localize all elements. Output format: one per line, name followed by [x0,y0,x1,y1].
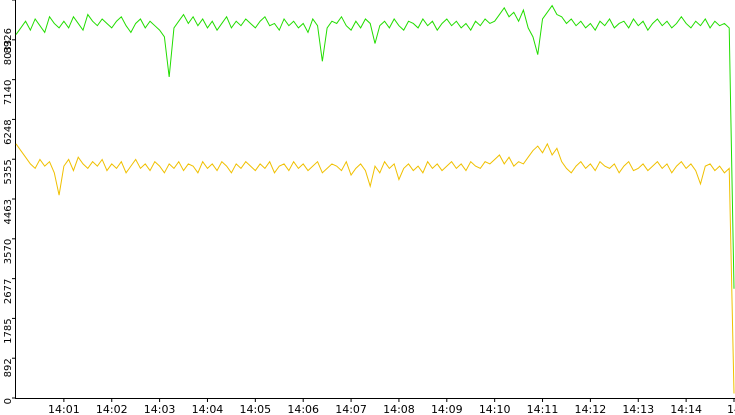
x-tick-label: 14:08 [383,403,415,415]
y-tick-label: 4463 [3,199,14,224]
series-line [15,4,735,289]
x-tick-label: 14:07 [335,403,367,415]
y-tick-label: 892 [3,358,14,377]
y-tick-label: 8033 [3,40,14,65]
y-tick-label: 5355 [3,159,14,184]
x-tick-label: 14:13 [622,403,654,415]
y-tick-label: 2677 [3,279,14,304]
y-tick-label: 0 [3,398,14,404]
series-line [15,142,735,394]
x-tick-label: 14:05 [239,403,271,415]
x-tick-label: 14 [727,403,735,415]
x-tick-label: 14:09 [431,403,463,415]
y-tick-label: 8926 [3,28,14,53]
x-tick-label: 14:11 [527,403,559,415]
x-tick-label: 14:04 [192,403,224,415]
x-tick-label: 14:10 [479,403,511,415]
x-tick-label: 14:14 [670,403,702,415]
x-tick-label: 14:12 [575,403,607,415]
x-tick-label: 14:03 [144,403,176,415]
x-tick-label: 14:06 [287,403,319,415]
x-tick-label: 14:01 [48,403,80,415]
x-tick-label: 14:02 [96,403,128,415]
y-tick-label: 1785 [3,318,14,343]
y-tick-label: 3570 [3,239,14,264]
y-tick-label: 6248 [3,119,14,144]
y-tick-label: 7140 [3,80,14,105]
